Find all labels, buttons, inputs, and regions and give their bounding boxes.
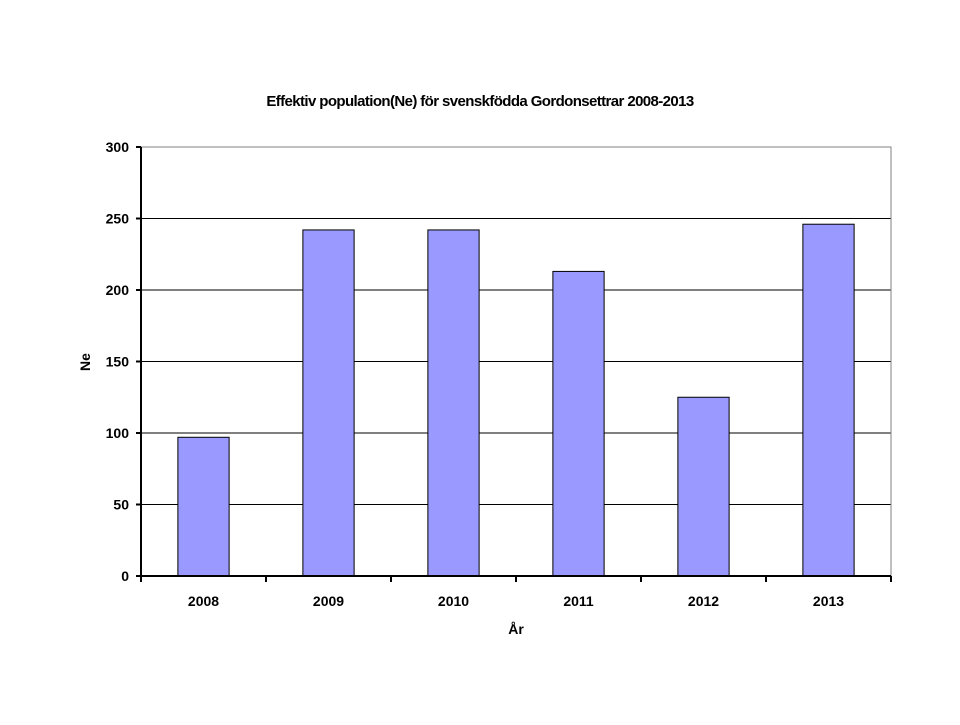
bar-2013 (802, 223, 855, 577)
y-tick-label-250: 250 (106, 211, 130, 227)
bar-2008 (177, 436, 230, 577)
bar-2011 (552, 270, 605, 577)
y-tick-label-300: 300 (106, 139, 130, 155)
x-tick-label-2013: 2013 (813, 593, 844, 609)
x-tick-label-2008: 2008 (188, 593, 219, 609)
x-axis-label: År (508, 621, 524, 637)
gridlines (141, 146, 891, 505)
bars (177, 223, 855, 577)
y-tick-label-150: 150 (106, 354, 130, 370)
bar-2010 (427, 229, 480, 577)
bar-2012 (677, 396, 730, 577)
y-tick-label-200: 200 (106, 282, 130, 298)
y-tick-label-100: 100 (106, 425, 130, 441)
bar-2009 (302, 229, 355, 577)
x-tick-label-2011: 2011 (563, 593, 594, 609)
chart-title: Effektiv population(Ne) för svenskfödda … (266, 93, 694, 110)
x-tick-label-2009: 2009 (313, 593, 344, 609)
x-tick-label-2012: 2012 (688, 593, 719, 609)
x-tick-labels: 2008 2009 2010 2011 2012 2013 (188, 593, 844, 609)
axes (136, 146, 892, 582)
x-tick-label-2010: 2010 (438, 593, 469, 609)
y-tick-labels: 0 50 100 150 200 250 300 (106, 139, 130, 584)
y-tick-label-0: 0 (121, 568, 129, 584)
y-tick-label-50: 50 (113, 497, 129, 513)
y-axis-label: Ne (77, 353, 93, 371)
